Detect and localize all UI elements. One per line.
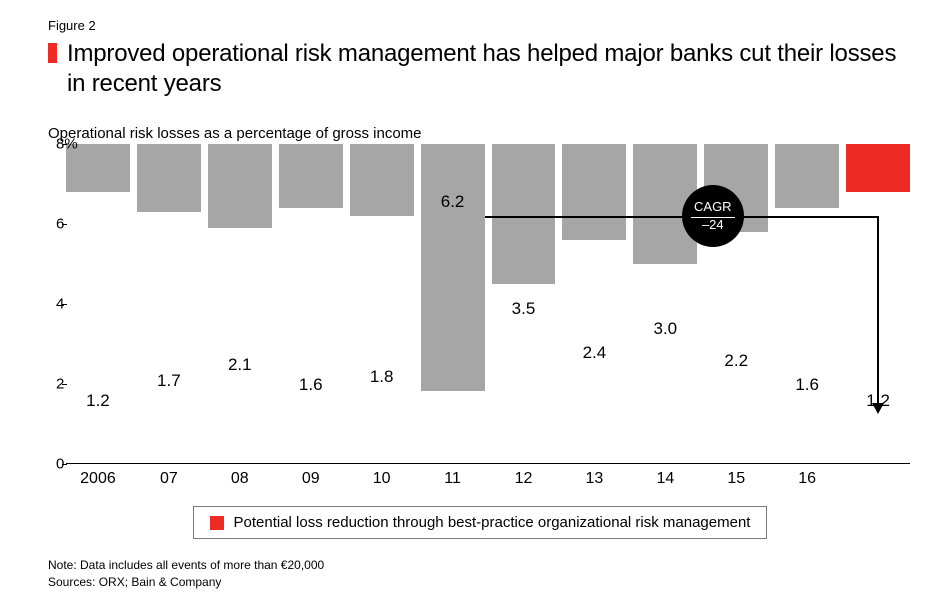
bar-column: 2.4	[562, 144, 626, 463]
figure-number: Figure 2	[48, 18, 912, 33]
bar-column: 2.1	[208, 144, 272, 463]
bar-value-label: 1.2	[86, 391, 110, 411]
x-axis-label: 2006	[66, 470, 130, 488]
bar-column: 1.6	[775, 144, 839, 463]
chart-title: Improved operational risk management has…	[67, 39, 912, 99]
chart-subtitle: Operational risk losses as a percentage …	[48, 125, 912, 142]
x-axis-label: 15	[704, 470, 768, 488]
bar-value-label: 2.4	[583, 343, 607, 363]
bar-column: 1.8	[350, 144, 414, 463]
bar-column: 1.7	[137, 144, 201, 463]
bar	[350, 144, 414, 216]
cagr-arrowhead-icon	[872, 403, 884, 414]
bar	[208, 144, 272, 228]
x-axis-labels: 2006 07 08 09 10 11 12 13 14 15 16	[66, 470, 910, 488]
chart-area: 1.21.72.11.61.86.23.52.43.02.21.61.2 200…	[48, 144, 910, 464]
y-axis-tick	[62, 304, 67, 305]
bars-region: 1.21.72.11.61.86.23.52.43.02.21.61.2	[66, 144, 910, 464]
bar-value-label: 6.2	[441, 192, 465, 212]
legend: Potential loss reduction through best-pr…	[193, 506, 768, 539]
x-axis-label	[846, 470, 910, 488]
cagr-badge: CAGR–24	[682, 185, 744, 247]
y-axis-tick	[62, 144, 67, 145]
bar-column: 3.0	[633, 144, 697, 463]
cagr-vertical-line	[877, 216, 879, 404]
y-axis-tick	[62, 464, 67, 465]
bar-value-label: 3.0	[654, 319, 678, 339]
chart-note: Note: Data includes all events of more t…	[48, 557, 912, 574]
x-axis-label: 13	[562, 470, 626, 488]
x-axis-label: 10	[350, 470, 414, 488]
legend-text: Potential loss reduction through best-pr…	[234, 514, 751, 531]
title-marker	[48, 43, 57, 63]
chart-sources: Sources: ORX; Bain & Company	[48, 574, 912, 591]
bar-value-label: 2.2	[724, 351, 748, 371]
bar-column: 1.6	[279, 144, 343, 463]
bar	[279, 144, 343, 208]
bar-value-label: 1.6	[299, 375, 323, 395]
x-axis-label: 16	[775, 470, 839, 488]
x-axis-label: 08	[208, 470, 272, 488]
bar-column: 3.5	[492, 144, 556, 463]
bar-value-label: 1.6	[795, 375, 819, 395]
bar-column: 1.2	[66, 144, 130, 463]
bar-value-label: 3.5	[512, 299, 536, 319]
y-axis-tick	[62, 224, 67, 225]
x-axis-label: 07	[137, 470, 201, 488]
bar	[421, 144, 485, 391]
x-axis-line	[66, 463, 910, 464]
bar	[492, 144, 556, 284]
x-axis-label: 09	[279, 470, 343, 488]
bar	[137, 144, 201, 212]
bar-value-label: 1.7	[157, 371, 181, 391]
bar-value-label: 2.1	[228, 355, 252, 375]
x-axis-label: 11	[421, 470, 485, 488]
bar	[775, 144, 839, 208]
bar-highlight	[846, 144, 910, 192]
x-axis-label: 14	[633, 470, 697, 488]
bar-column: 6.2	[421, 144, 485, 463]
x-axis-label: 12	[492, 470, 556, 488]
y-axis-tick	[62, 384, 67, 385]
cagr-label-top: CAGR	[691, 200, 735, 217]
bar	[562, 144, 626, 240]
bar-value-label: 1.8	[370, 367, 394, 387]
legend-swatch	[210, 516, 224, 530]
cagr-label-bottom: –24	[702, 218, 724, 232]
